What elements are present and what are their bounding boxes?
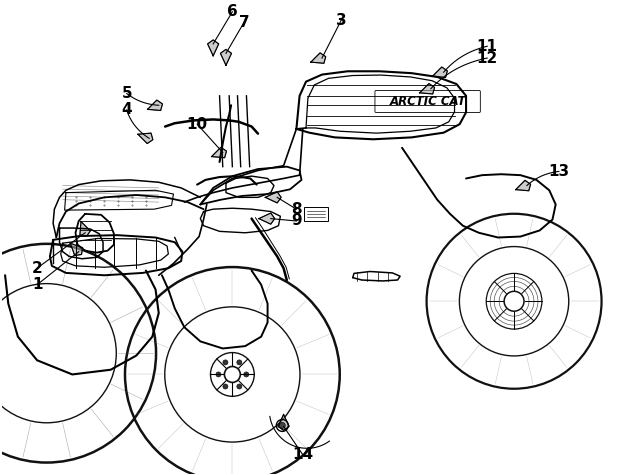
Polygon shape: [516, 180, 531, 191]
Text: ARCTIC CAT: ARCTIC CAT: [390, 95, 466, 108]
Polygon shape: [265, 192, 281, 203]
Circle shape: [279, 422, 285, 428]
Text: 2: 2: [32, 261, 43, 276]
Text: 7: 7: [238, 15, 249, 30]
Polygon shape: [259, 213, 275, 224]
Circle shape: [223, 360, 228, 365]
Polygon shape: [207, 40, 219, 56]
Polygon shape: [138, 133, 153, 143]
Polygon shape: [70, 243, 82, 256]
Text: 6: 6: [227, 4, 238, 19]
Circle shape: [237, 360, 242, 365]
Text: 10: 10: [187, 117, 208, 132]
Polygon shape: [420, 84, 435, 94]
Text: 3: 3: [336, 13, 346, 28]
Text: 12: 12: [477, 50, 498, 66]
Polygon shape: [80, 221, 90, 237]
Polygon shape: [220, 49, 232, 65]
Text: 5: 5: [122, 86, 132, 101]
Polygon shape: [311, 53, 326, 63]
Polygon shape: [278, 415, 289, 430]
Polygon shape: [147, 100, 162, 111]
Text: 11: 11: [477, 39, 498, 54]
Circle shape: [237, 384, 242, 389]
Text: 14: 14: [292, 447, 314, 462]
Polygon shape: [432, 67, 448, 77]
Polygon shape: [211, 147, 227, 158]
Text: 9: 9: [291, 213, 301, 228]
Text: 1: 1: [32, 277, 43, 292]
Circle shape: [244, 372, 249, 377]
Circle shape: [223, 384, 228, 389]
Text: 8: 8: [291, 202, 301, 217]
Bar: [304, 207, 328, 221]
Circle shape: [216, 372, 221, 377]
Text: 4: 4: [122, 103, 132, 117]
Text: 13: 13: [548, 164, 569, 179]
